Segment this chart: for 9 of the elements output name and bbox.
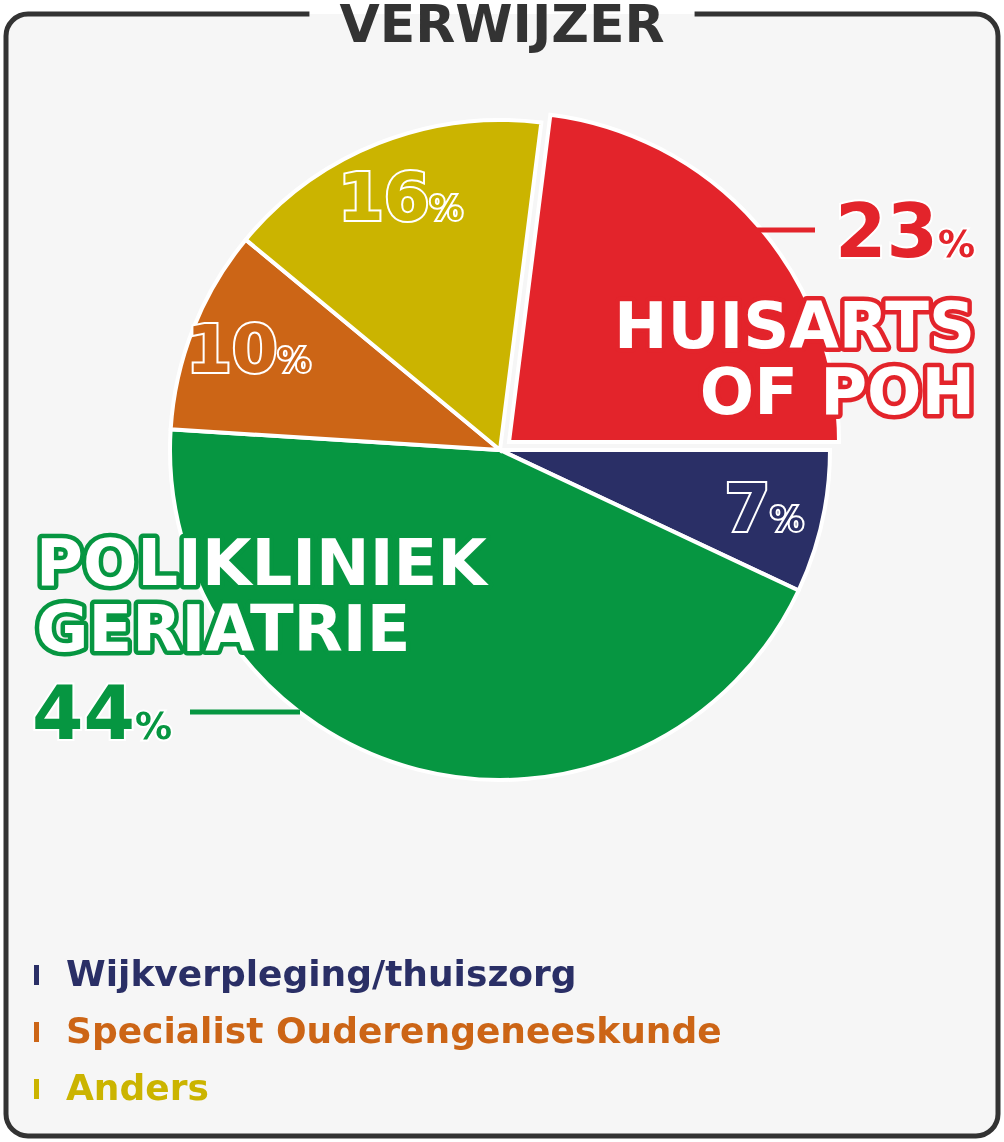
legend-label: Wijkverpleging/thuiszorg	[66, 952, 577, 994]
legend-label: Anders	[66, 1066, 209, 1108]
data-label: 7%	[724, 470, 804, 548]
chart-title: VERWIJZER	[339, 0, 665, 54]
data-label: 44%	[32, 670, 173, 756]
data-label: 16%	[337, 159, 463, 237]
data-label: 10%	[185, 311, 311, 389]
legend-label: Specialist Ouderengeneeskunde	[66, 1009, 722, 1051]
data-label: 23%	[834, 188, 975, 274]
